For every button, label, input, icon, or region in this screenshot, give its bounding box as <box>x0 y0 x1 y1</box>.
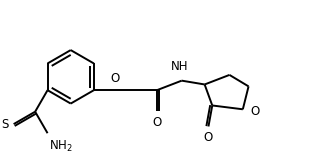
Text: NH$_2$: NH$_2$ <box>49 139 73 154</box>
Text: O: O <box>250 105 260 118</box>
Text: O: O <box>204 131 213 144</box>
Text: NH: NH <box>171 60 189 73</box>
Text: O: O <box>110 72 120 85</box>
Text: O: O <box>152 116 161 129</box>
Text: S: S <box>2 118 9 131</box>
